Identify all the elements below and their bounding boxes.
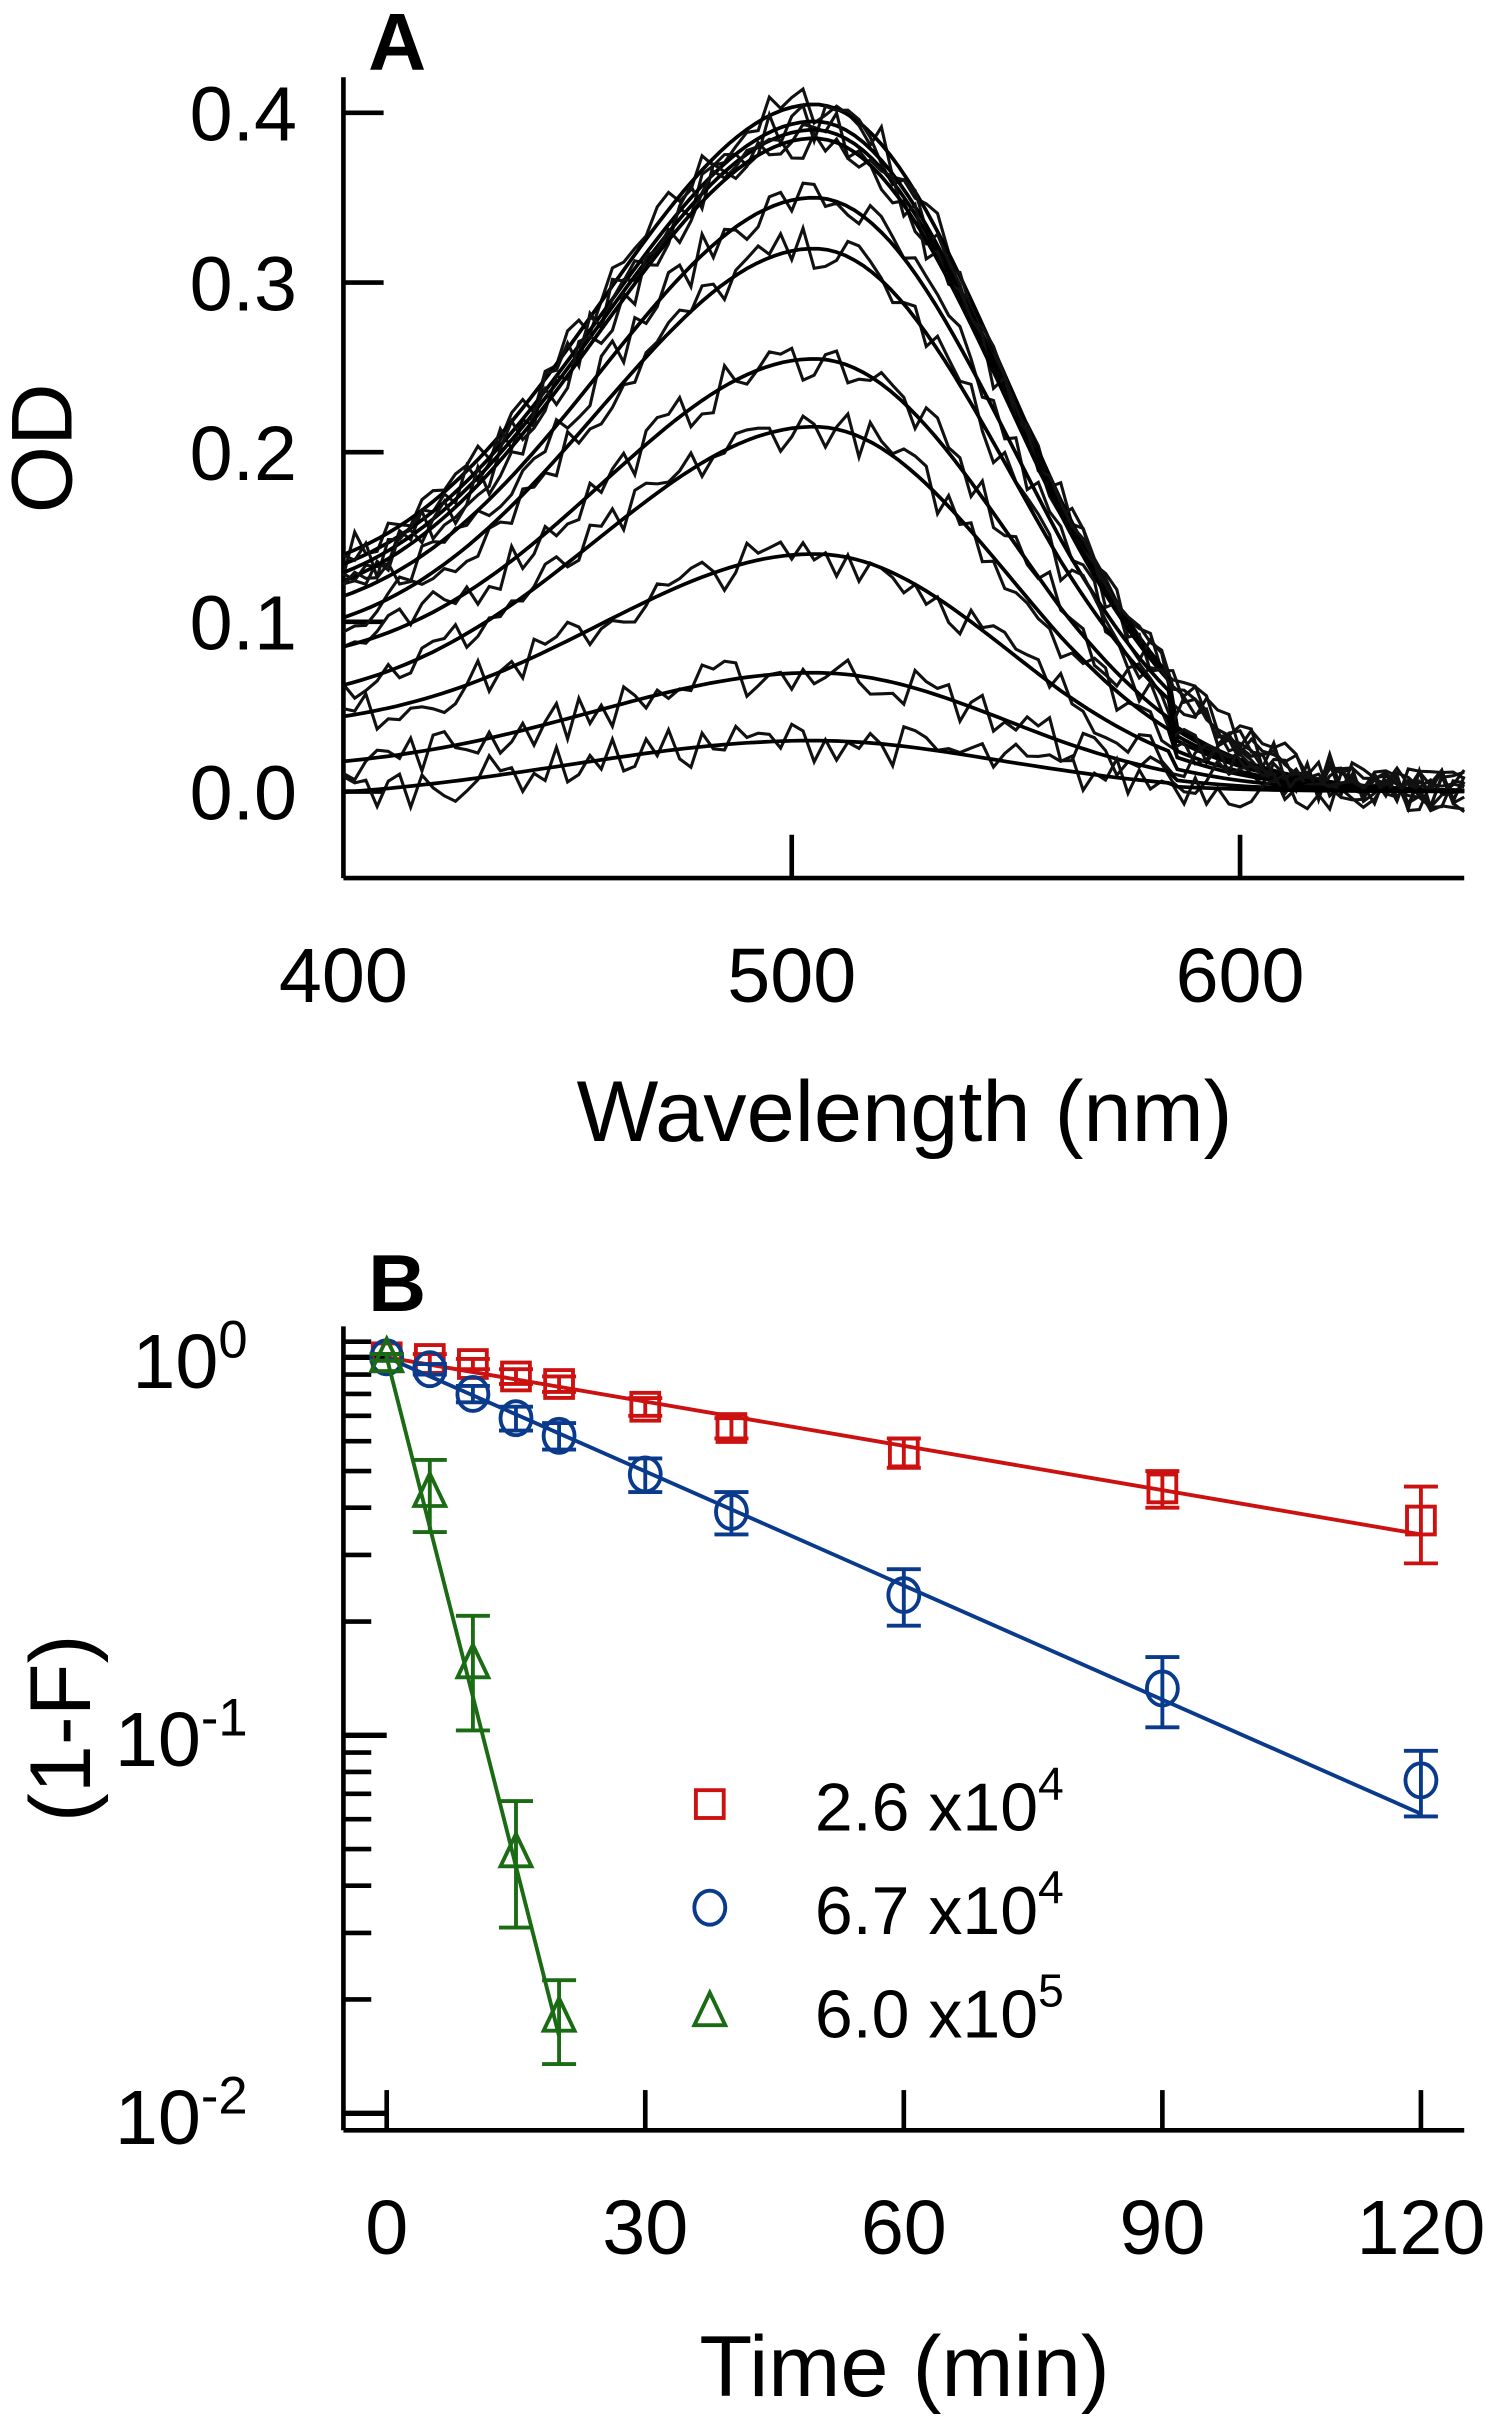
- panel-b-label: B: [368, 1239, 426, 1329]
- data-point-circle: [412, 1350, 448, 1389]
- data-point-triangle: [454, 1640, 492, 1680]
- legend-marker-triangle: [691, 1988, 729, 2028]
- y-tick-base: 10: [115, 1697, 201, 1783]
- x-axis-title: Wavelength (nm): [577, 1064, 1233, 1160]
- y-tick-label: 0.3: [190, 241, 297, 327]
- legend-label: 6.0 x105: [815, 1965, 1064, 2053]
- data-point-square: [1146, 1472, 1179, 1505]
- spectrum-data-9: [342, 657, 1465, 809]
- data-point-square: [887, 1436, 920, 1469]
- y-tick-label: 0.4: [190, 72, 297, 158]
- spectrum-fit-8: [343, 552, 1465, 794]
- legend-label-exponent: 5: [1038, 1965, 1064, 2017]
- data-point-triangle: [368, 1334, 406, 1374]
- y-tick-label: 100: [132, 1310, 247, 1405]
- spectrum-fit-2: [342, 128, 1465, 793]
- spectrum-fit-10: [343, 738, 1465, 795]
- legend-label-exponent: 4: [1038, 1757, 1064, 1809]
- y-tick-label: 10-1: [115, 1688, 248, 1783]
- data-point-square: [629, 1390, 662, 1423]
- spectrum-data-5: [342, 223, 1466, 810]
- legend-label-base: 6.7 x10: [815, 1873, 1038, 1949]
- spectrum-fit-9: [343, 670, 1465, 794]
- y-tick-label: 0.1: [190, 581, 297, 667]
- x-tick-label: 500: [727, 933, 856, 1019]
- data-point-square: [715, 1412, 748, 1444]
- legend-marker-circle: [692, 1888, 728, 1927]
- panel-a-chart: 0.0 0.1 0.2 0.3 0.4 400 500 600 Wavelength (nm) O…: [0, 72, 1466, 1160]
- y-tick-label: 10-2: [115, 2066, 248, 2161]
- x-tick-label: 400: [279, 933, 408, 1019]
- y-tick-exponent: 0: [218, 1310, 247, 1369]
- data-point-circle: [1144, 1669, 1180, 1708]
- x-tick-label: 600: [1176, 933, 1305, 1019]
- data-point-triangle: [540, 1993, 578, 2033]
- x-tick-label: 60: [861, 2185, 947, 2271]
- spectrum-data-10: [342, 722, 1466, 813]
- spectrum-data-6: [342, 346, 1465, 813]
- panel-a-label: A: [368, 0, 426, 88]
- x-tick-label: 30: [602, 2185, 688, 2271]
- legend-label: 6.7 x104: [815, 1861, 1064, 1949]
- legend-marker-square: [693, 1788, 726, 1820]
- x-tick-label: 90: [1119, 2185, 1205, 2271]
- legend-label-exponent: 4: [1038, 1861, 1064, 1913]
- spectrum-fit-1: [342, 119, 1465, 793]
- y-tick-base: 10: [115, 2075, 201, 2161]
- data-point-circle: [627, 1455, 663, 1494]
- legend-label-base: 2.6 x10: [815, 1769, 1038, 1845]
- spectrum-fit-7: [342, 424, 1465, 793]
- y-axis-title: (1-F): [13, 1635, 109, 1822]
- data-point-circle: [541, 1416, 577, 1455]
- x-axis-title: Time (min): [699, 2319, 1109, 2415]
- x-tick-label: 0: [365, 2185, 408, 2271]
- data-point-square: [1405, 1504, 1437, 1537]
- data-point-circle: [455, 1375, 491, 1413]
- data-point-circle: [714, 1492, 749, 1531]
- y-tick-base: 10: [132, 1319, 218, 1405]
- y-tick-label: 0.0: [190, 750, 297, 836]
- data-point-triangle: [411, 1469, 449, 1508]
- data-point-square: [500, 1360, 532, 1393]
- spectrum-fit-5: [342, 246, 1465, 793]
- data-point-circle: [1403, 1761, 1439, 1800]
- y-tick-exponent: -2: [201, 2066, 248, 2125]
- spectrum-data-2: [342, 109, 1466, 803]
- data-point-circle: [886, 1576, 922, 1614]
- x-tick-label: 120: [1356, 2185, 1485, 2271]
- y-tick-label: 0.2: [190, 411, 297, 497]
- y-axis-title: OD: [0, 383, 90, 513]
- legend-label: 2.6 x104: [815, 1757, 1064, 1845]
- data-point-triangle: [497, 1829, 535, 1869]
- legend-label-base: 6.0 x10: [815, 1977, 1038, 2053]
- y-tick-exponent: -1: [201, 1688, 248, 1747]
- data-point-circle: [498, 1399, 534, 1438]
- spectrum-data-7: [342, 410, 1465, 814]
- data-point-square: [543, 1368, 575, 1400]
